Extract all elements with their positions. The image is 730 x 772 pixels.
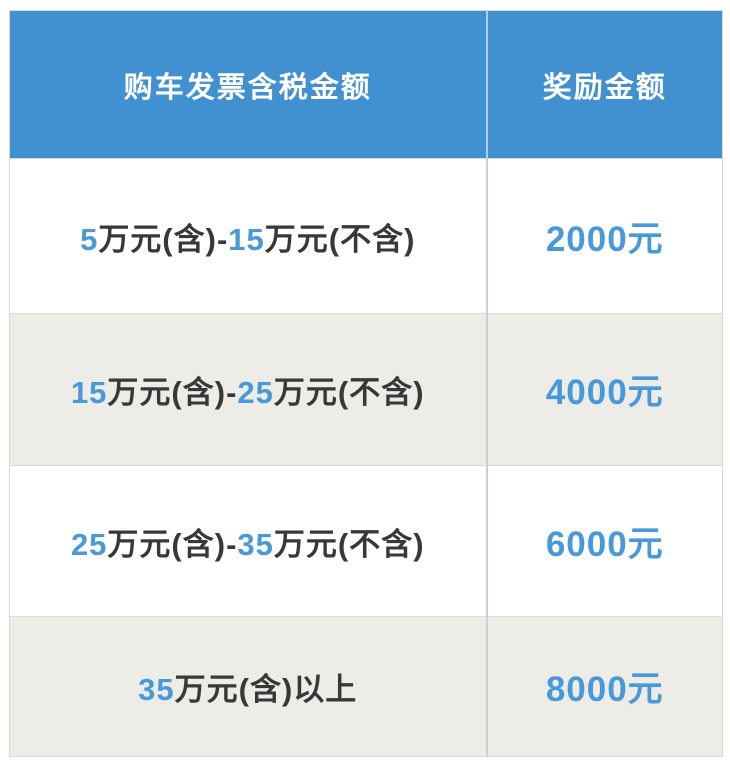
range-number: 25 bbox=[70, 526, 108, 562]
invoice-range-cell: 15万元(含)-25万元(不含) bbox=[9, 313, 488, 466]
table-row: 5万元(含)-15万元(不含) 2000元 bbox=[9, 158, 723, 314]
reward-table: 购车发票含税金额 奖励金额 5万元(含)-15万元(不含) 2000元 15万元… bbox=[9, 10, 723, 757]
reward-amount-cell: 2000元 bbox=[486, 158, 723, 314]
range-text: 万元(含)- bbox=[107, 375, 238, 410]
range-text: 万元(含)- bbox=[98, 221, 229, 257]
range-number: 15 bbox=[70, 375, 108, 410]
table-body: 5万元(含)-15万元(不含) 2000元 15万元(含)-25万元(不含) 4… bbox=[9, 158, 723, 757]
range-text: 万元(含)以上 bbox=[174, 672, 358, 707]
header-invoice-amount: 购车发票含税金额 bbox=[9, 10, 488, 159]
range-number: 25 bbox=[237, 375, 274, 410]
header-reward-amount: 奖励金额 bbox=[486, 10, 723, 159]
header-row: 购车发票含税金额 奖励金额 bbox=[9, 10, 723, 159]
range-text: 万元(不含) bbox=[273, 526, 425, 562]
range-number: 35 bbox=[237, 526, 274, 562]
table-row: 15万元(含)-25万元(不含) 4000元 bbox=[9, 313, 723, 466]
invoice-range-cell: 5万元(含)-15万元(不含) bbox=[9, 158, 488, 314]
table-row: 35万元(含)以上 8000元 bbox=[9, 616, 723, 757]
range-text: 万元(不含) bbox=[264, 221, 416, 257]
range-number: 35 bbox=[138, 672, 175, 707]
range-number: 5 bbox=[80, 221, 99, 257]
invoice-range-cell: 25万元(含)-35万元(不含) bbox=[9, 465, 488, 617]
reward-amount-cell: 6000元 bbox=[486, 465, 723, 617]
range-number: 15 bbox=[228, 221, 265, 257]
invoice-range-cell: 35万元(含)以上 bbox=[9, 616, 488, 757]
reward-amount-cell: 8000元 bbox=[486, 616, 723, 757]
reward-amount-cell: 4000元 bbox=[486, 313, 723, 466]
range-text: 万元(不含) bbox=[273, 375, 425, 410]
range-text: 万元(含)- bbox=[107, 526, 238, 562]
table-row: 25万元(含)-35万元(不含) 6000元 bbox=[9, 465, 723, 617]
